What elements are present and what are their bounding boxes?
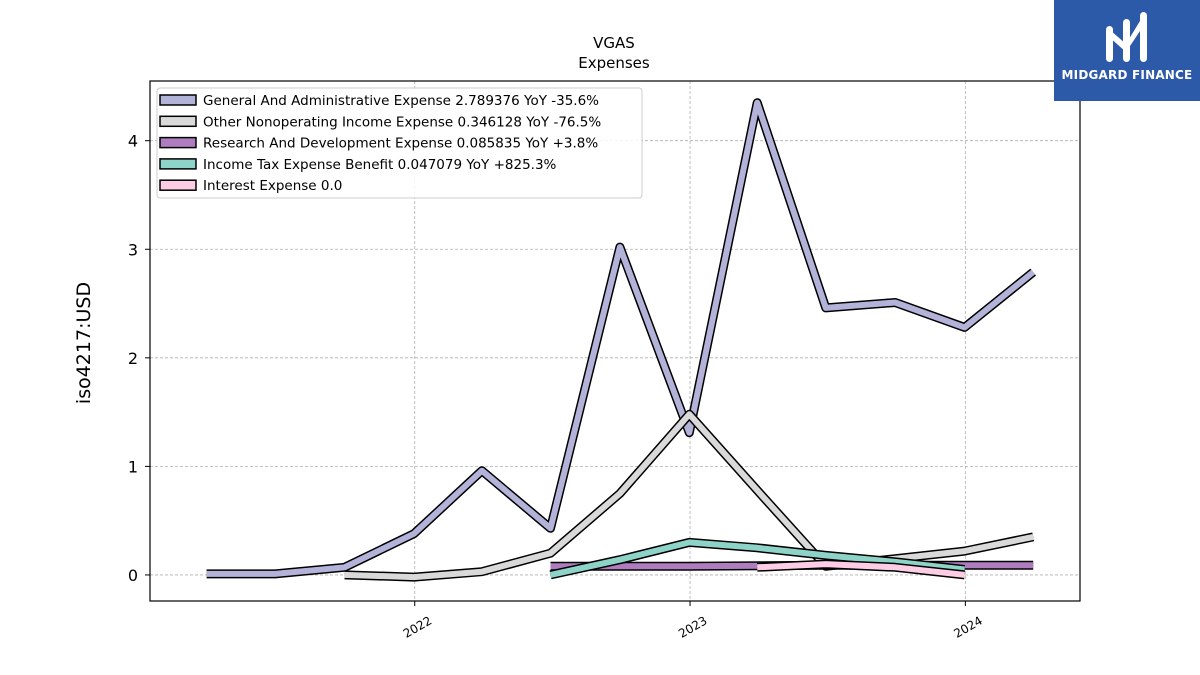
chart-title: VGAS xyxy=(593,34,635,52)
midgard-finance-logo: MIDGARD FINANCE xyxy=(1054,0,1200,101)
y-tick-label: 1 xyxy=(128,457,138,476)
x-tick-label: 2023 xyxy=(676,613,709,640)
logo-mark-icon xyxy=(1106,12,1147,62)
x-tick-label: 2024 xyxy=(951,613,984,640)
series-line-0 xyxy=(206,99,1036,577)
legend-swatch-1 xyxy=(159,115,197,128)
legend-swatch-4 xyxy=(159,179,197,191)
series-line-1 xyxy=(344,411,1034,581)
legend-box xyxy=(156,87,643,199)
series-line-3 xyxy=(549,539,965,578)
legend-label-1: Other Nonoperating Income Expense 0.3461… xyxy=(203,114,601,130)
y-tick-label: 0 xyxy=(128,566,138,585)
legend-label-2: Research And Development Expense 0.08583… xyxy=(203,136,598,152)
y-tick-label: 4 xyxy=(128,132,138,151)
y-tick-label: 3 xyxy=(128,240,138,259)
logo-text: MIDGARD FINANCE xyxy=(1061,68,1193,82)
legend-swatch-0 xyxy=(159,94,197,106)
legend-swatch-3 xyxy=(159,158,197,170)
legend-label-4: Interest Expense 0.0 xyxy=(203,178,342,194)
legend-label-3: Income Tax Expense Benefit 0.047079 YoY … xyxy=(203,157,557,173)
plot-frame xyxy=(149,80,1081,602)
legend-label-0: General And Administrative Expense 2.789… xyxy=(203,93,599,109)
x-tick-label: 2022 xyxy=(401,613,434,640)
y-tick-label: 2 xyxy=(128,349,138,368)
legend-swatch-2 xyxy=(159,136,197,149)
y-axis-label: iso4217:USD xyxy=(73,282,95,404)
chart-subtitle: Expenses xyxy=(578,54,650,72)
series-line-4 xyxy=(757,561,965,578)
